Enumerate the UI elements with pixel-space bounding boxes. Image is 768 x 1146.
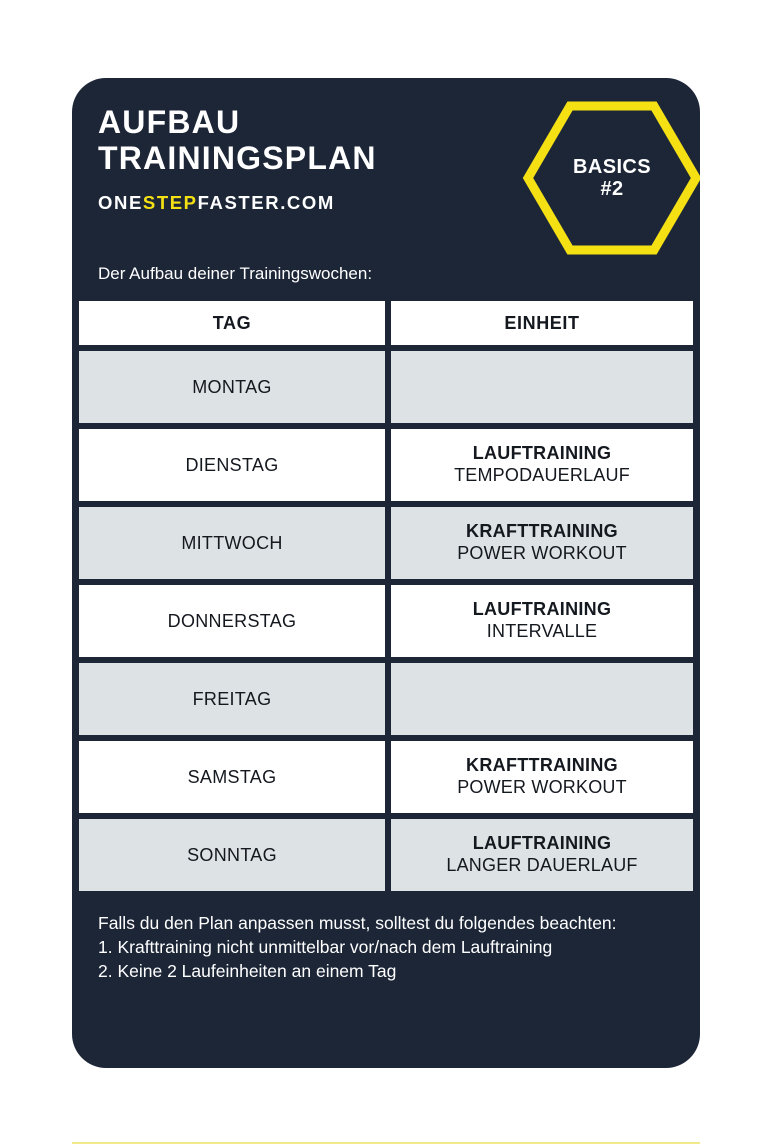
column-header-day: TAG bbox=[76, 298, 388, 348]
unit-subtitle: TEMPODAUERLAUF bbox=[454, 465, 630, 485]
table-row: SONNTAG LAUFTRAINING LANGER DAUERLAUF bbox=[76, 816, 696, 894]
table-header-row: TAG EINHEIT bbox=[76, 298, 696, 348]
day-cell: SONNTAG bbox=[76, 816, 388, 894]
unit-cell: KRAFTTRAINING POWER WORKOUT bbox=[388, 738, 696, 816]
table-row: MONTAG bbox=[76, 348, 696, 426]
brand-part-faster: FASTER.COM bbox=[197, 192, 335, 214]
list-item: 1. Krafttraining nicht unmittelbar vor/n… bbox=[98, 936, 553, 957]
basics-badge: BASICS #2 bbox=[520, 94, 700, 262]
day-cell: DIENSTAG bbox=[76, 426, 388, 504]
unit-title: LAUFTRAINING bbox=[472, 833, 612, 854]
unit-subtitle: INTERVALLE bbox=[486, 621, 598, 641]
day-cell: FREITAG bbox=[76, 660, 388, 738]
badge-label: BASICS bbox=[573, 155, 651, 178]
unit-title: LAUFTRAINING bbox=[472, 443, 612, 464]
unit-cell bbox=[388, 348, 696, 426]
table-body: MONTAG DIENSTAG LAUFTRAINING TEMPODAUERL… bbox=[76, 348, 696, 894]
unit-title: LAUFTRAINING bbox=[472, 599, 612, 620]
table-row: SAMSTAG KRAFTTRAINING POWER WORKOUT bbox=[76, 738, 696, 816]
table-row: MITTWOCH KRAFTTRAINING POWER WORKOUT bbox=[76, 504, 696, 582]
card-header: AUFBAU TRAININGSPLAN ONESTEPFASTER.COM B… bbox=[72, 78, 700, 270]
unit-cell: LAUFTRAINING LANGER DAUERLAUF bbox=[388, 816, 696, 894]
bottom-rule-divider bbox=[72, 1142, 700, 1144]
brand-wordmark: ONESTEPFASTER.COM bbox=[98, 192, 700, 214]
unit-cell bbox=[388, 660, 696, 738]
page-title: AUFBAU TRAININGSPLAN bbox=[98, 104, 377, 177]
day-cell: DONNERSTAG bbox=[76, 582, 388, 660]
day-cell: MITTWOCH bbox=[76, 504, 388, 582]
training-plan-card: AUFBAU TRAININGSPLAN ONESTEPFASTER.COM B… bbox=[72, 78, 700, 1068]
unit-subtitle: POWER WORKOUT bbox=[457, 543, 627, 563]
table-header: TAG EINHEIT bbox=[76, 298, 696, 348]
unit-subtitle: LANGER DAUERLAUF bbox=[446, 855, 638, 875]
training-plan-table: TAG EINHEIT MONTAG DIENSTAG LAUFTRAINING… bbox=[76, 298, 696, 894]
table-row: DIENSTAG LAUFTRAINING TEMPODAUERLAUF bbox=[76, 426, 696, 504]
unit-cell: LAUFTRAINING TEMPODAUERLAUF bbox=[388, 426, 696, 504]
notes-lead: Falls du den Plan anpassen musst, sollte… bbox=[98, 913, 617, 933]
brand-part-step: STEP bbox=[142, 192, 198, 214]
column-header-unit: EINHEIT bbox=[388, 298, 696, 348]
unit-cell: LAUFTRAINING INTERVALLE bbox=[388, 582, 696, 660]
table-row: DONNERSTAG LAUFTRAINING INTERVALLE bbox=[76, 582, 696, 660]
notes-section: Falls du den Plan anpassen musst, sollte… bbox=[72, 894, 700, 983]
unit-cell: KRAFTTRAINING POWER WORKOUT bbox=[388, 504, 696, 582]
day-cell: SAMSTAG bbox=[76, 738, 388, 816]
unit-subtitle: POWER WORKOUT bbox=[457, 777, 627, 797]
intro-text: Der Aufbau deiner Trainingswochen: bbox=[98, 264, 373, 283]
day-cell: MONTAG bbox=[76, 348, 388, 426]
unit-title: KRAFTTRAINING bbox=[466, 521, 618, 542]
brand-part-one: ONE bbox=[98, 192, 143, 214]
table-row: FREITAG bbox=[76, 660, 696, 738]
notes-list: 1. Krafttraining nicht unmittelbar vor/n… bbox=[98, 936, 674, 984]
unit-title: KRAFTTRAINING bbox=[466, 755, 618, 776]
hexagon-icon bbox=[522, 101, 700, 255]
badge-text-group: BASICS #2 bbox=[520, 94, 700, 262]
list-item: 2. Keine 2 Laufeinheiten an einem Tag bbox=[98, 960, 397, 981]
